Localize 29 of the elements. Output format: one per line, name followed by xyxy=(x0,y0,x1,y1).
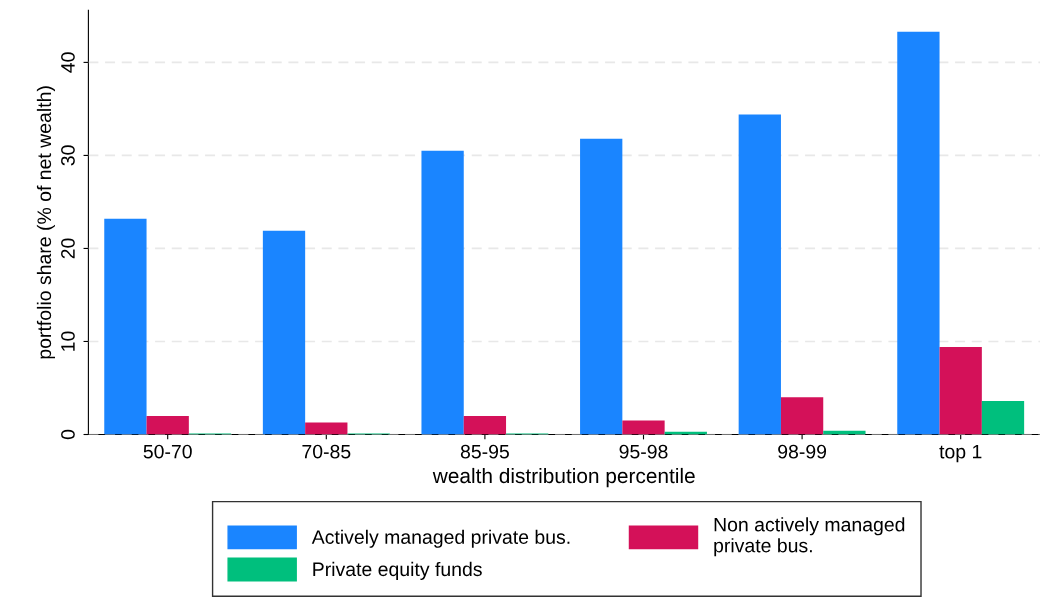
legend-label: Private equity funds xyxy=(313,561,482,580)
x-tick-label: 95-98 xyxy=(619,444,668,459)
x-tick-label: 70-85 xyxy=(302,444,351,459)
bar xyxy=(939,347,982,435)
x-axis-title: wealth distribution percentile xyxy=(432,467,695,488)
bar xyxy=(262,230,306,435)
y-tick-label: 30 xyxy=(61,145,75,166)
bar xyxy=(305,422,348,435)
bar xyxy=(580,138,623,435)
x-tick-label: 50-70 xyxy=(143,444,192,459)
legend-label: Non actively managed private bus. xyxy=(714,517,905,557)
bar xyxy=(104,218,147,435)
x-tick-label: 85-95 xyxy=(460,444,509,459)
y-tick-label: 40 xyxy=(61,52,75,73)
bar xyxy=(738,114,781,435)
x-tick-label: 98-99 xyxy=(778,444,827,459)
legend-label: Actively managed private bus. xyxy=(311,529,570,548)
y-tick-label: 20 xyxy=(61,238,75,259)
x-tick-label: top 1 xyxy=(939,444,982,463)
bar xyxy=(463,415,507,435)
y-tick-label: 0 xyxy=(61,429,75,440)
bar xyxy=(146,415,189,435)
bar xyxy=(622,420,665,435)
y-tick-label: 10 xyxy=(61,331,75,351)
bar xyxy=(897,31,940,435)
bar xyxy=(421,150,464,435)
bar xyxy=(780,397,824,435)
y-axis-title: portfolio share (% of net wealth) xyxy=(36,86,55,359)
bar xyxy=(981,401,1025,435)
